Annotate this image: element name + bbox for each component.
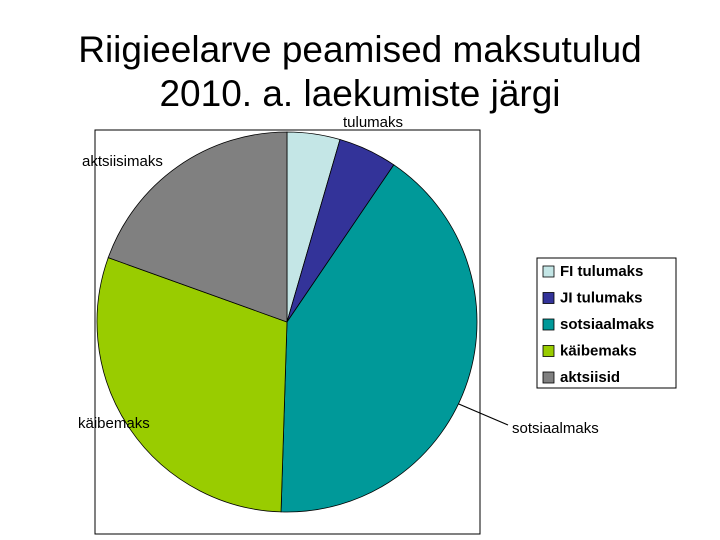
legend-label: aktsiisid <box>560 369 620 386</box>
annotation: aktsiisimaks <box>82 153 163 170</box>
legend-label: käibemaks <box>560 342 637 359</box>
legend-label: JI tulumaks <box>560 289 643 306</box>
legend-swatch <box>542 265 555 278</box>
pie-slice <box>96 257 288 513</box>
legend-label: FI tulumaks <box>560 263 643 280</box>
legend-swatch <box>542 292 555 304</box>
legend-swatch <box>542 371 555 384</box>
plot-area <box>94 129 481 535</box>
legend-swatch <box>542 318 555 331</box>
annotation: käibemaks <box>78 415 150 432</box>
pie-slice <box>280 164 478 513</box>
legend-box <box>536 257 677 389</box>
pie-slice <box>107 131 288 323</box>
legend-label: sotsiaalmaks <box>560 316 654 333</box>
annotation: tulumaks <box>343 114 403 131</box>
legend-swatch <box>542 345 555 357</box>
chart-title: Riigieelarve peamised maksutulud 2010. a… <box>78 29 642 114</box>
annotation: sotsiaalmaks <box>512 420 599 437</box>
